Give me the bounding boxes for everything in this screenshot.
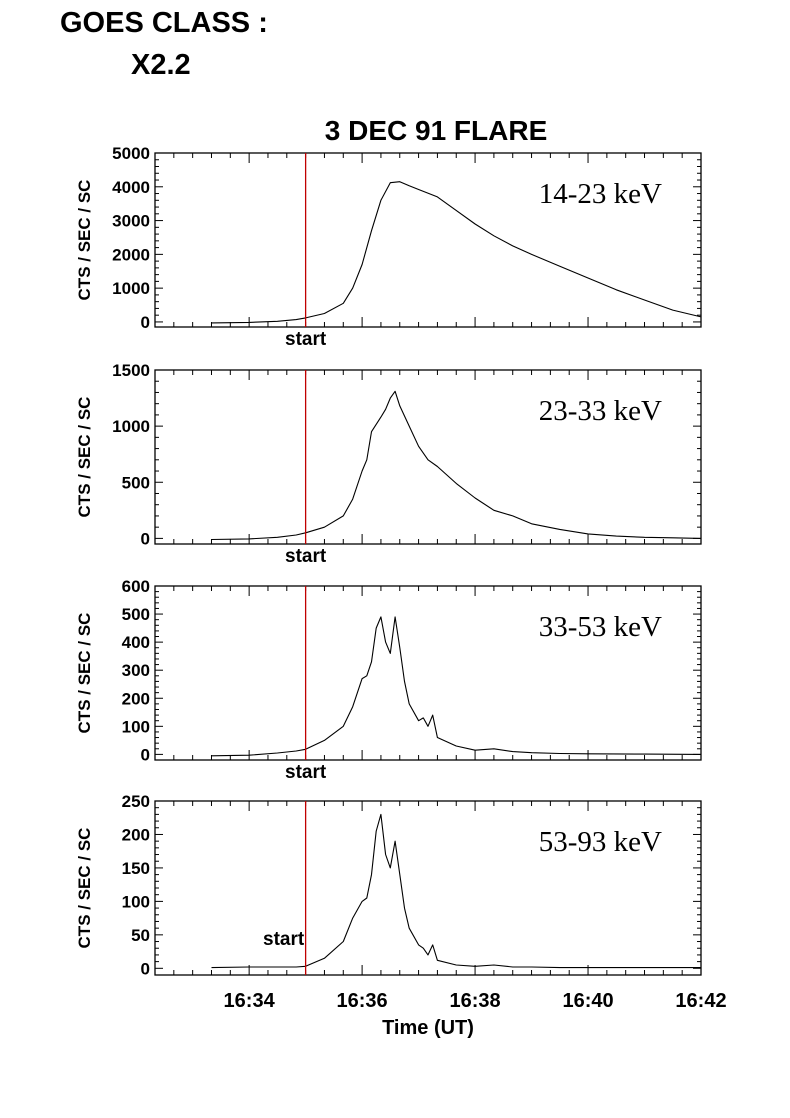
y-tick-label: 5000 xyxy=(112,144,150,163)
panel-4: 0 50 100 150 200 250 CTS / SEC / SC start 53-93 … xyxy=(75,792,702,978)
y-tick-label: 300 xyxy=(122,661,150,680)
energy-band-label: 33-53 keV xyxy=(539,611,662,643)
y-axis-label: CTS / SEC / SC xyxy=(75,613,94,734)
x-tick-label: 16:40 xyxy=(562,990,613,1012)
panel-frame xyxy=(154,585,702,761)
y-tick-label: 2000 xyxy=(112,245,150,264)
start-label: start xyxy=(285,546,327,567)
y-axis-label: CTS / SEC / SC xyxy=(75,828,94,949)
y-tick-label: 0 xyxy=(141,959,150,978)
y-tick-label: 250 xyxy=(122,792,150,811)
panel-2: 0 500 1000 1500 CTS / SEC / SC start 23-33 keV xyxy=(75,361,702,567)
x-tick-label: 16:36 xyxy=(337,990,388,1012)
y-tick-label: 1000 xyxy=(112,417,150,436)
y-tick-label: 50 xyxy=(131,926,150,945)
y-tick-label: 200 xyxy=(122,689,150,708)
y-tick-label: 500 xyxy=(122,605,150,624)
y-tick-label: 150 xyxy=(122,859,150,878)
series-line xyxy=(211,390,702,541)
panel-3: 0 100 200 300 400 500 600 CTS / SEC / SC start 33… xyxy=(75,577,702,783)
series-line xyxy=(211,181,702,324)
y-tick-label: 100 xyxy=(122,892,150,911)
energy-band-label: 23-33 keV xyxy=(539,395,662,427)
y-tick-label: 0 xyxy=(141,529,150,548)
x-axis-label: Time (UT) xyxy=(382,1017,474,1039)
y-tick-label: 4000 xyxy=(112,178,150,197)
y-tick-label: 100 xyxy=(122,717,150,736)
y-tick-label: 600 xyxy=(122,577,150,596)
start-label: start xyxy=(285,329,327,350)
goes-class-value: X2.2 xyxy=(131,49,191,81)
energy-band-label: 53-93 keV xyxy=(539,826,662,858)
x-tick-label: 16:34 xyxy=(224,990,276,1012)
panel-frame xyxy=(154,152,702,328)
y-tick-label: 1500 xyxy=(112,361,150,380)
y-tick-label: 1000 xyxy=(112,279,150,298)
y-tick-label: 200 xyxy=(122,825,150,844)
y-tick-label: 3000 xyxy=(112,212,150,231)
y-tick-label: 0 xyxy=(141,745,150,764)
x-tick-label: 16:42 xyxy=(675,990,726,1012)
panel-1: 0 1000 2000 3000 4000 5000 CTS / SEC / SC start… xyxy=(75,144,702,350)
start-label: start xyxy=(285,762,327,783)
energy-band-label: 14-23 keV xyxy=(539,178,662,210)
y-tick-label: 0 xyxy=(141,313,150,332)
x-tick-label: 16:38 xyxy=(449,990,500,1012)
series-line xyxy=(211,616,702,757)
goes-class-label: GOES CLASS : xyxy=(60,7,268,39)
panel-frame xyxy=(154,369,702,545)
y-tick-label: 400 xyxy=(122,633,150,652)
start-label: start xyxy=(263,929,305,950)
y-axis-label: CTS / SEC / SC xyxy=(75,397,94,518)
y-axis-label: CTS / SEC / SC xyxy=(75,180,94,301)
series-line xyxy=(211,813,701,969)
y-tick-label: 500 xyxy=(122,473,150,492)
chart-title: 3 DEC 91 FLARE xyxy=(325,115,548,146)
